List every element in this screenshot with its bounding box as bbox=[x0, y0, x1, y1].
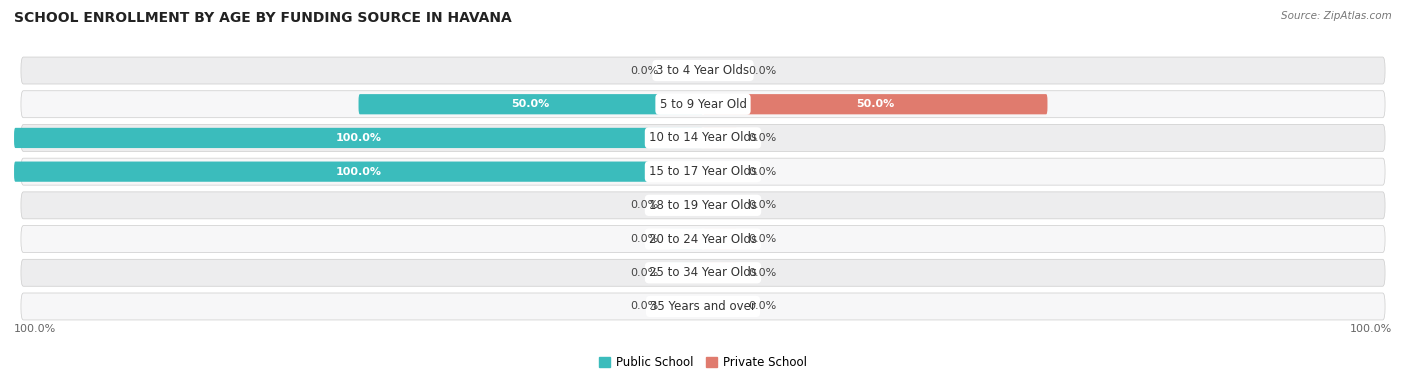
FancyBboxPatch shape bbox=[669, 195, 703, 216]
FancyBboxPatch shape bbox=[359, 94, 703, 114]
FancyBboxPatch shape bbox=[703, 161, 738, 182]
Text: 100.0%: 100.0% bbox=[336, 133, 381, 143]
Text: 0.0%: 0.0% bbox=[630, 268, 658, 278]
FancyBboxPatch shape bbox=[21, 225, 1385, 253]
Text: 0.0%: 0.0% bbox=[748, 66, 776, 75]
FancyBboxPatch shape bbox=[14, 128, 703, 148]
Legend: Public School, Private School: Public School, Private School bbox=[596, 354, 810, 372]
Text: 20 to 24 Year Olds: 20 to 24 Year Olds bbox=[650, 233, 756, 245]
Text: 0.0%: 0.0% bbox=[748, 200, 776, 210]
FancyBboxPatch shape bbox=[703, 296, 738, 317]
FancyBboxPatch shape bbox=[669, 229, 703, 249]
FancyBboxPatch shape bbox=[669, 296, 703, 317]
Text: 100.0%: 100.0% bbox=[336, 167, 381, 177]
Text: 0.0%: 0.0% bbox=[630, 200, 658, 210]
Text: 50.0%: 50.0% bbox=[512, 99, 550, 109]
FancyBboxPatch shape bbox=[14, 161, 703, 182]
Text: 0.0%: 0.0% bbox=[748, 167, 776, 177]
FancyBboxPatch shape bbox=[21, 124, 1385, 152]
Text: 100.0%: 100.0% bbox=[1350, 324, 1392, 334]
FancyBboxPatch shape bbox=[669, 263, 703, 283]
Text: 0.0%: 0.0% bbox=[748, 302, 776, 311]
FancyBboxPatch shape bbox=[703, 94, 1047, 114]
FancyBboxPatch shape bbox=[21, 259, 1385, 286]
Text: 0.0%: 0.0% bbox=[630, 234, 658, 244]
FancyBboxPatch shape bbox=[703, 60, 738, 81]
FancyBboxPatch shape bbox=[21, 57, 1385, 84]
Text: 10 to 14 Year Olds: 10 to 14 Year Olds bbox=[650, 132, 756, 144]
Text: 3 to 4 Year Olds: 3 to 4 Year Olds bbox=[657, 64, 749, 77]
Text: 25 to 34 Year Olds: 25 to 34 Year Olds bbox=[650, 266, 756, 279]
FancyBboxPatch shape bbox=[21, 91, 1385, 118]
Text: 0.0%: 0.0% bbox=[748, 133, 776, 143]
FancyBboxPatch shape bbox=[669, 60, 703, 81]
Text: Source: ZipAtlas.com: Source: ZipAtlas.com bbox=[1281, 11, 1392, 21]
FancyBboxPatch shape bbox=[21, 293, 1385, 320]
FancyBboxPatch shape bbox=[21, 192, 1385, 219]
Text: 0.0%: 0.0% bbox=[630, 302, 658, 311]
Text: 5 to 9 Year Old: 5 to 9 Year Old bbox=[659, 98, 747, 111]
Text: 35 Years and over: 35 Years and over bbox=[650, 300, 756, 313]
Text: 15 to 17 Year Olds: 15 to 17 Year Olds bbox=[650, 165, 756, 178]
Text: 0.0%: 0.0% bbox=[630, 66, 658, 75]
FancyBboxPatch shape bbox=[21, 158, 1385, 185]
FancyBboxPatch shape bbox=[703, 229, 738, 249]
Text: 100.0%: 100.0% bbox=[14, 324, 56, 334]
Text: 50.0%: 50.0% bbox=[856, 99, 894, 109]
Text: 18 to 19 Year Olds: 18 to 19 Year Olds bbox=[650, 199, 756, 212]
Text: 0.0%: 0.0% bbox=[748, 234, 776, 244]
FancyBboxPatch shape bbox=[703, 195, 738, 216]
Text: 0.0%: 0.0% bbox=[748, 268, 776, 278]
Text: SCHOOL ENROLLMENT BY AGE BY FUNDING SOURCE IN HAVANA: SCHOOL ENROLLMENT BY AGE BY FUNDING SOUR… bbox=[14, 11, 512, 25]
FancyBboxPatch shape bbox=[703, 128, 738, 148]
FancyBboxPatch shape bbox=[703, 263, 738, 283]
